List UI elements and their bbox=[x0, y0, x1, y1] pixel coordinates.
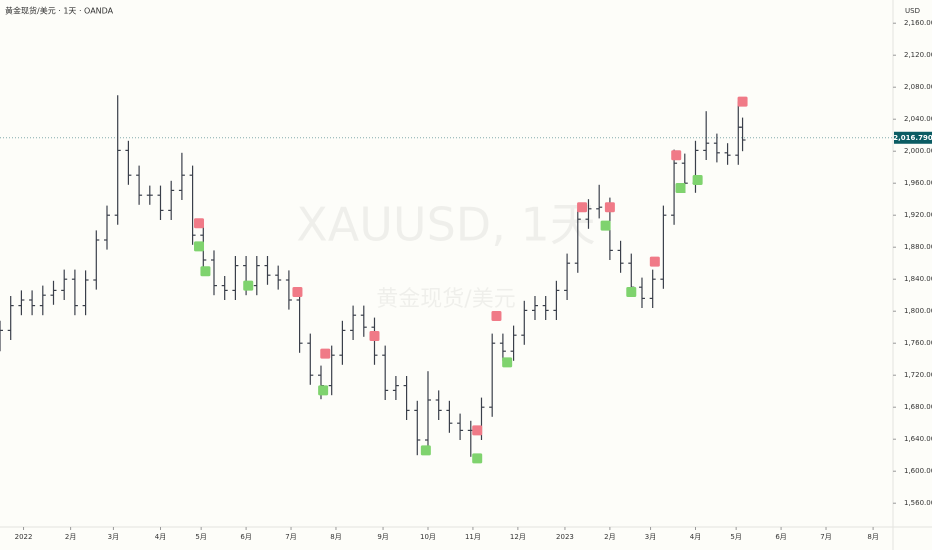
buy-marker bbox=[502, 357, 513, 368]
y-tick-label: 2,040.000 bbox=[904, 115, 932, 123]
x-tick-label: 9月 bbox=[377, 533, 388, 541]
y-tick-label: 1,600.000 bbox=[904, 467, 932, 475]
x-tick-label: 2月 bbox=[65, 533, 76, 541]
x-tick-label: 7月 bbox=[820, 533, 831, 541]
y-tick-label: 1,960.000 bbox=[904, 179, 932, 187]
buy-marker bbox=[200, 266, 211, 277]
sell-marker bbox=[472, 425, 483, 436]
watermark-sub: 黄金现货/美元 bbox=[376, 287, 515, 312]
x-tick-label: 3月 bbox=[645, 533, 656, 541]
watermark: XAUUSD, 1天 bbox=[296, 198, 595, 252]
buy-marker bbox=[420, 445, 431, 456]
x-tick-label: 12月 bbox=[510, 533, 526, 541]
x-tick-label: 5月 bbox=[730, 533, 741, 541]
unit-label: USD bbox=[905, 7, 920, 15]
x-tick-label: 4月 bbox=[155, 533, 166, 541]
y-tick-label: 1,920.000 bbox=[904, 211, 932, 219]
last-price-label: 2,016.790 bbox=[893, 134, 932, 142]
x-tick-label: 2023 bbox=[556, 533, 574, 541]
x-tick-label: 4月 bbox=[690, 533, 701, 541]
y-tick-label: 2,120.000 bbox=[904, 51, 932, 59]
sell-marker bbox=[292, 287, 303, 297]
buy-marker bbox=[626, 287, 637, 297]
buy-marker bbox=[472, 453, 483, 464]
buy-marker bbox=[675, 183, 686, 193]
y-tick-label: 1,760.000 bbox=[904, 339, 932, 347]
buy-marker bbox=[243, 280, 254, 291]
sell-marker bbox=[369, 331, 380, 341]
x-tick-label: 11月 bbox=[465, 533, 481, 541]
y-tick-label: 2,000.000 bbox=[904, 147, 932, 155]
x-tick-label: 3月 bbox=[108, 533, 119, 541]
buy-marker bbox=[600, 220, 611, 231]
x-tick-label: 7月 bbox=[285, 533, 296, 541]
y-tick-label: 1,840.000 bbox=[904, 275, 932, 283]
y-tick-label: 1,680.000 bbox=[904, 403, 932, 411]
sell-marker bbox=[604, 202, 615, 213]
sell-marker bbox=[649, 256, 660, 267]
y-tick-label: 1,720.000 bbox=[904, 371, 932, 379]
x-tick-label: 2022 bbox=[15, 533, 33, 541]
sell-marker bbox=[320, 348, 331, 359]
x-tick-label: 6月 bbox=[240, 533, 251, 541]
sell-marker bbox=[671, 150, 682, 161]
y-tick-label: 2,080.000 bbox=[904, 83, 932, 91]
x-tick-label: 6月 bbox=[775, 533, 786, 541]
x-tick-label: 5月 bbox=[195, 533, 206, 541]
buy-marker bbox=[318, 385, 329, 396]
x-tick-label: 8月 bbox=[330, 533, 341, 541]
y-tick-label: 2,160.000 bbox=[904, 19, 932, 27]
y-tick-label: 1,800.000 bbox=[904, 307, 932, 315]
x-tick-label: 10月 bbox=[420, 533, 436, 541]
y-tick-label: 1,560.000 bbox=[904, 499, 932, 507]
buy-marker bbox=[692, 175, 703, 185]
x-tick-label: 2月 bbox=[604, 533, 615, 541]
sell-marker bbox=[577, 202, 588, 213]
sell-marker bbox=[194, 218, 205, 229]
y-tick-label: 1,880.000 bbox=[904, 243, 932, 251]
sell-marker bbox=[737, 96, 748, 107]
header: 黄金现货/美元 · 1天 · OANDA bbox=[5, 6, 114, 16]
buy-marker bbox=[194, 241, 205, 252]
y-tick-label: 1,640.000 bbox=[904, 435, 932, 443]
sell-marker bbox=[491, 311, 502, 321]
last-price-badge bbox=[894, 131, 932, 144]
x-tick-label: 8月 bbox=[867, 533, 878, 541]
